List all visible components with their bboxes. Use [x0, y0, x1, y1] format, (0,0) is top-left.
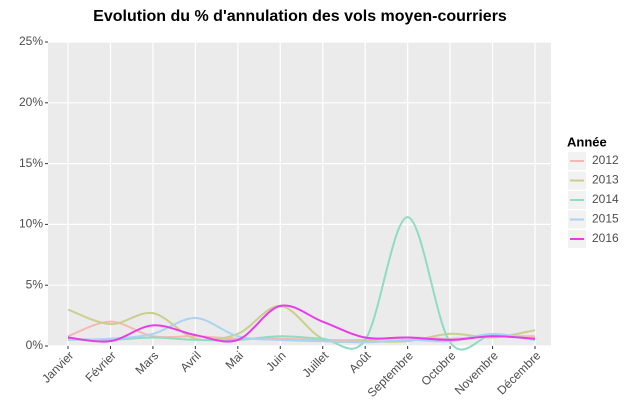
y-tick-label: 20%	[19, 95, 43, 109]
x-tick-label: Décembre	[494, 348, 543, 397]
x-tick-label: Septembre	[365, 348, 417, 400]
legend-label: 2015	[592, 212, 619, 226]
series-line	[67, 304, 536, 343]
y-tick-label: 15%	[19, 156, 43, 170]
series-line	[67, 304, 536, 343]
y-tick-label: 25%	[19, 34, 43, 48]
y-tick-label: 0%	[26, 338, 44, 352]
y-tick-label: 10%	[19, 217, 43, 231]
legend-label: 2014	[592, 192, 619, 206]
legend-label: 2013	[592, 173, 619, 187]
y-tick-label: 5%	[26, 277, 44, 291]
legend-label: 2016	[592, 231, 619, 245]
legend-title: Année	[567, 134, 607, 149]
plot-panel	[48, 42, 551, 346]
x-tick-label: Février	[83, 348, 119, 384]
x-tick-label: Novembre	[452, 348, 501, 397]
x-tick-label: Août	[346, 348, 374, 376]
x-tick-label: Juin	[263, 348, 288, 373]
series-line	[67, 216, 536, 351]
x-tick-label: Avril	[177, 348, 203, 374]
legend-label: 2012	[592, 153, 619, 167]
x-tick-label: Juillet	[299, 348, 331, 380]
x-tick-label: Mars	[133, 348, 162, 377]
x-tick-label: Janvier	[39, 348, 76, 385]
chart-title: Evolution du % d'annulation des vols moy…	[93, 8, 507, 25]
x-tick-label: Mai	[223, 348, 247, 372]
x-tick-label: Octobre	[418, 348, 458, 388]
